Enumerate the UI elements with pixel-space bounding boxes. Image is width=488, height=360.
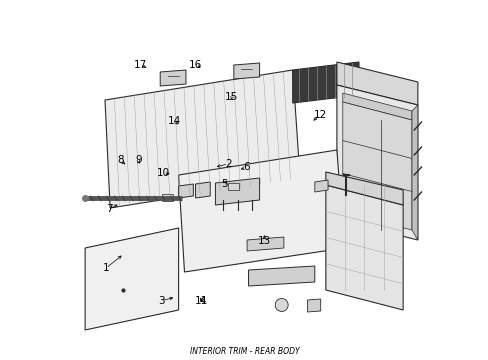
Polygon shape [233, 63, 259, 79]
Polygon shape [292, 62, 358, 103]
Polygon shape [307, 299, 320, 312]
Polygon shape [228, 183, 239, 190]
Text: 17: 17 [133, 60, 146, 70]
Text: 12: 12 [313, 110, 326, 120]
Polygon shape [195, 182, 210, 198]
Polygon shape [246, 237, 284, 251]
Polygon shape [342, 102, 411, 230]
Text: 11: 11 [194, 296, 207, 306]
Circle shape [275, 298, 287, 311]
Text: 8: 8 [117, 155, 123, 165]
Text: 14: 14 [167, 116, 181, 126]
Polygon shape [325, 172, 402, 205]
Polygon shape [248, 266, 314, 286]
Polygon shape [325, 185, 402, 310]
Text: 5: 5 [221, 179, 227, 189]
Text: 7: 7 [106, 204, 113, 214]
Polygon shape [336, 62, 417, 105]
Text: 6: 6 [243, 162, 249, 172]
Polygon shape [162, 194, 172, 201]
Polygon shape [411, 105, 417, 240]
Polygon shape [105, 70, 300, 208]
Text: 3: 3 [158, 296, 164, 306]
Polygon shape [336, 85, 417, 240]
Text: 9: 9 [135, 155, 142, 165]
Polygon shape [85, 228, 178, 330]
Polygon shape [215, 178, 259, 205]
Polygon shape [178, 150, 344, 272]
Polygon shape [342, 93, 411, 120]
Text: INTERIOR TRIM - REAR BODY: INTERIOR TRIM - REAR BODY [189, 346, 299, 356]
Polygon shape [314, 180, 327, 192]
Text: 4: 4 [200, 296, 206, 306]
Text: 1: 1 [102, 263, 109, 273]
Text: 13: 13 [257, 236, 270, 246]
Polygon shape [160, 70, 185, 86]
Text: 15: 15 [225, 92, 238, 102]
Text: 2: 2 [224, 159, 231, 169]
Polygon shape [178, 184, 193, 198]
Text: 10: 10 [157, 168, 170, 178]
Text: 16: 16 [189, 60, 202, 70]
